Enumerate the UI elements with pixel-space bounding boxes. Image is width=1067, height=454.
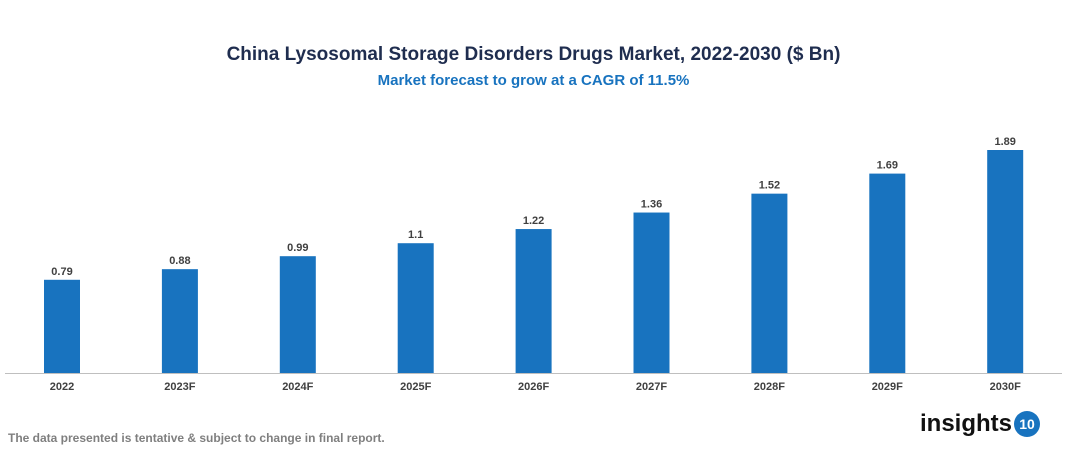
insights10-logo: insights 10 bbox=[920, 410, 1041, 438]
x-tick-label: 2022 bbox=[50, 381, 74, 393]
data-label: 1.1 bbox=[408, 229, 423, 241]
bar-2024F bbox=[279, 256, 316, 373]
data-label: 1.89 bbox=[994, 136, 1015, 148]
chart-subtitle: Market forecast to grow at a CAGR of 11.… bbox=[377, 72, 690, 89]
data-label: 1.52 bbox=[759, 180, 780, 192]
bar-2023F bbox=[161, 269, 198, 373]
footer-note: The data presented is tentative & subjec… bbox=[8, 431, 385, 445]
x-tick-label: 2026F bbox=[518, 381, 549, 393]
data-label: 1.22 bbox=[523, 215, 544, 227]
chart-title: China Lysosomal Storage Disorders Drugs … bbox=[226, 44, 841, 65]
bar-2029F bbox=[869, 173, 906, 373]
data-label: 0.99 bbox=[287, 242, 308, 254]
x-tick-label: 2023F bbox=[164, 381, 195, 393]
data-label: 0.79 bbox=[51, 266, 72, 278]
bar-2030F bbox=[987, 150, 1024, 373]
bar-2026F bbox=[515, 229, 552, 373]
x-tick-label: 2029F bbox=[872, 381, 903, 393]
data-label: 1.69 bbox=[877, 160, 898, 172]
bar-2027F bbox=[633, 212, 670, 373]
bar-2028F bbox=[751, 193, 788, 373]
bar-2022 bbox=[44, 279, 80, 373]
bar-2025F bbox=[397, 243, 434, 373]
x-tick-label: 2024F bbox=[282, 381, 313, 393]
x-tick-label: 2028F bbox=[754, 381, 785, 393]
x-tick-label: 2025F bbox=[400, 381, 431, 393]
data-label: 1.36 bbox=[641, 199, 662, 211]
x-tick-label: 2027F bbox=[636, 381, 667, 393]
x-tick-label: 2030F bbox=[990, 381, 1021, 393]
data-label: 0.88 bbox=[169, 255, 190, 267]
